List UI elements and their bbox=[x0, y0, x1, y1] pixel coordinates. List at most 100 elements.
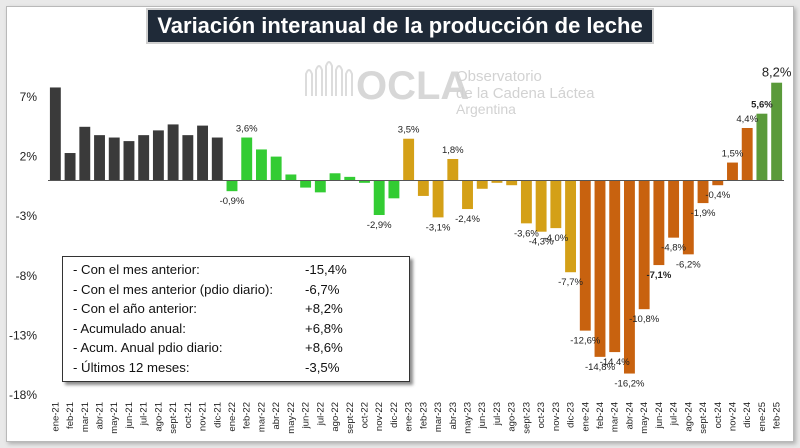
summary-row: - Con el mes anterior (pdio diario): -6,7… bbox=[73, 282, 409, 302]
bar bbox=[211, 137, 223, 181]
x-tick-label: ago-23 bbox=[507, 402, 518, 432]
bar bbox=[432, 180, 444, 218]
ocla-logo: OCLA Observatorio de la Cadena Láctea Ar… bbox=[305, 61, 595, 117]
x-tick-label: ene-21 bbox=[50, 402, 61, 432]
bar bbox=[712, 180, 724, 186]
bar bbox=[462, 180, 473, 210]
data-label: -7,7% bbox=[558, 277, 583, 288]
x-tick-label: feb-25 bbox=[772, 402, 783, 429]
bar bbox=[270, 156, 282, 181]
summary-value: -3,5% bbox=[305, 359, 340, 375]
x-tick-label: abr-23 bbox=[448, 402, 459, 429]
x-tick-label: nov-23 bbox=[551, 402, 562, 431]
x-tick-label: mar-21 bbox=[80, 402, 91, 432]
summary-row: - Últimos 12 meses: -3,5% bbox=[73, 360, 409, 380]
x-tick-label: ene-23 bbox=[404, 402, 415, 432]
bar bbox=[741, 127, 753, 181]
bar bbox=[314, 180, 326, 193]
bar bbox=[373, 180, 385, 216]
summary-label: - Acum. Anual pdio diario: bbox=[73, 340, 223, 355]
data-label: -1,9% bbox=[691, 208, 716, 219]
bar bbox=[79, 126, 91, 181]
data-label: -14,8% bbox=[585, 362, 616, 373]
data-label: -3,6% bbox=[514, 228, 539, 239]
bar bbox=[594, 180, 606, 357]
summary-label: - Con el mes anterior (pdio diario): bbox=[73, 281, 274, 297]
bar bbox=[623, 180, 635, 374]
x-tick-label: jul-23 bbox=[492, 402, 503, 426]
x-tick-label: may-21 bbox=[109, 402, 120, 434]
y-axis: 7% 2% -3% -8% -13% -18% bbox=[9, 90, 37, 402]
x-axis: ene-21 feb-21 mar-21 abr-21 may-21 jun-21 jul-… bbox=[50, 402, 782, 434]
x-tick-label: nov-22 bbox=[374, 402, 385, 431]
bar bbox=[64, 153, 76, 181]
data-label: 8,2% bbox=[762, 65, 792, 80]
x-tick-label: may-23 bbox=[463, 402, 474, 434]
data-label: -16,2% bbox=[614, 379, 645, 390]
bar bbox=[417, 180, 429, 196]
chart-title: Variación interanual de la producción de… bbox=[157, 13, 643, 38]
data-label: 4,4% bbox=[736, 114, 758, 125]
summary-row: - Con el año anterior: +8,2% bbox=[73, 301, 409, 321]
summary-row: - Acum. Anual pdio diario: +8,6% bbox=[73, 340, 409, 360]
x-tick-label: nov-24 bbox=[727, 402, 738, 431]
x-tick-label: jul-22 bbox=[315, 402, 326, 426]
x-tick-label: oct-23 bbox=[536, 402, 547, 428]
bar bbox=[94, 135, 105, 181]
x-tick-label: sept-23 bbox=[521, 402, 532, 434]
data-label: 3,6% bbox=[236, 124, 258, 135]
data-label: -6,2% bbox=[676, 259, 701, 270]
x-tick-label: abr-21 bbox=[95, 402, 106, 429]
x-tick-label: ene-25 bbox=[757, 402, 768, 432]
x-tick-label: feb-22 bbox=[242, 402, 253, 429]
x-tick-label: mar-23 bbox=[433, 402, 444, 432]
data-label: -12,6% bbox=[570, 336, 601, 347]
bar bbox=[359, 180, 370, 183]
x-tick-label: may-22 bbox=[286, 402, 297, 434]
data-label: -2,9% bbox=[367, 220, 392, 231]
y-tick-label: -3% bbox=[16, 209, 38, 223]
bar bbox=[138, 135, 150, 181]
bar bbox=[520, 180, 532, 224]
bar bbox=[447, 158, 459, 181]
bar bbox=[388, 180, 400, 199]
data-label: -3,1% bbox=[426, 222, 451, 233]
x-tick-label: mar-24 bbox=[610, 402, 621, 432]
bar bbox=[255, 149, 267, 181]
data-label: -0,9% bbox=[220, 196, 245, 207]
ocla-logo-line3: Argentina bbox=[456, 101, 516, 117]
bar bbox=[697, 180, 709, 204]
y-tick-label: -18% bbox=[9, 388, 37, 402]
bar bbox=[49, 87, 61, 181]
data-label: -7,1% bbox=[646, 270, 671, 281]
x-tick-label: abr-22 bbox=[271, 402, 282, 429]
data-label: 1,5% bbox=[722, 149, 744, 160]
summary-value: +6,8% bbox=[305, 320, 343, 336]
data-label: 1,8% bbox=[442, 145, 464, 156]
x-tick-label: dic-23 bbox=[566, 402, 577, 428]
bar bbox=[344, 176, 356, 181]
bar bbox=[668, 180, 680, 238]
summary-box: - Con el mes anterior: -15,4% - Con el me… bbox=[62, 256, 410, 382]
bar bbox=[638, 180, 650, 310]
data-label: -4,8% bbox=[661, 243, 686, 254]
title-banner: Variación interanual de la producción de… bbox=[146, 8, 654, 44]
x-tick-label: oct-21 bbox=[183, 402, 194, 428]
x-tick-label: nov-21 bbox=[198, 402, 209, 431]
x-tick-label: abr-24 bbox=[624, 402, 635, 429]
y-tick-label: -8% bbox=[16, 269, 38, 283]
bar bbox=[182, 135, 194, 181]
x-tick-label: jun-24 bbox=[654, 402, 665, 429]
x-tick-label: ago-22 bbox=[330, 402, 341, 432]
x-tick-label: feb-23 bbox=[418, 402, 429, 429]
bar bbox=[491, 180, 503, 183]
ocla-logo-text: OCLA bbox=[356, 64, 469, 108]
x-tick-label: mar-22 bbox=[256, 402, 267, 432]
y-tick-label: 2% bbox=[20, 150, 38, 164]
bar bbox=[226, 180, 238, 192]
x-tick-label: ago-24 bbox=[683, 402, 694, 432]
bar bbox=[756, 113, 768, 181]
data-label: -4,3% bbox=[529, 237, 554, 248]
bar bbox=[197, 125, 209, 181]
